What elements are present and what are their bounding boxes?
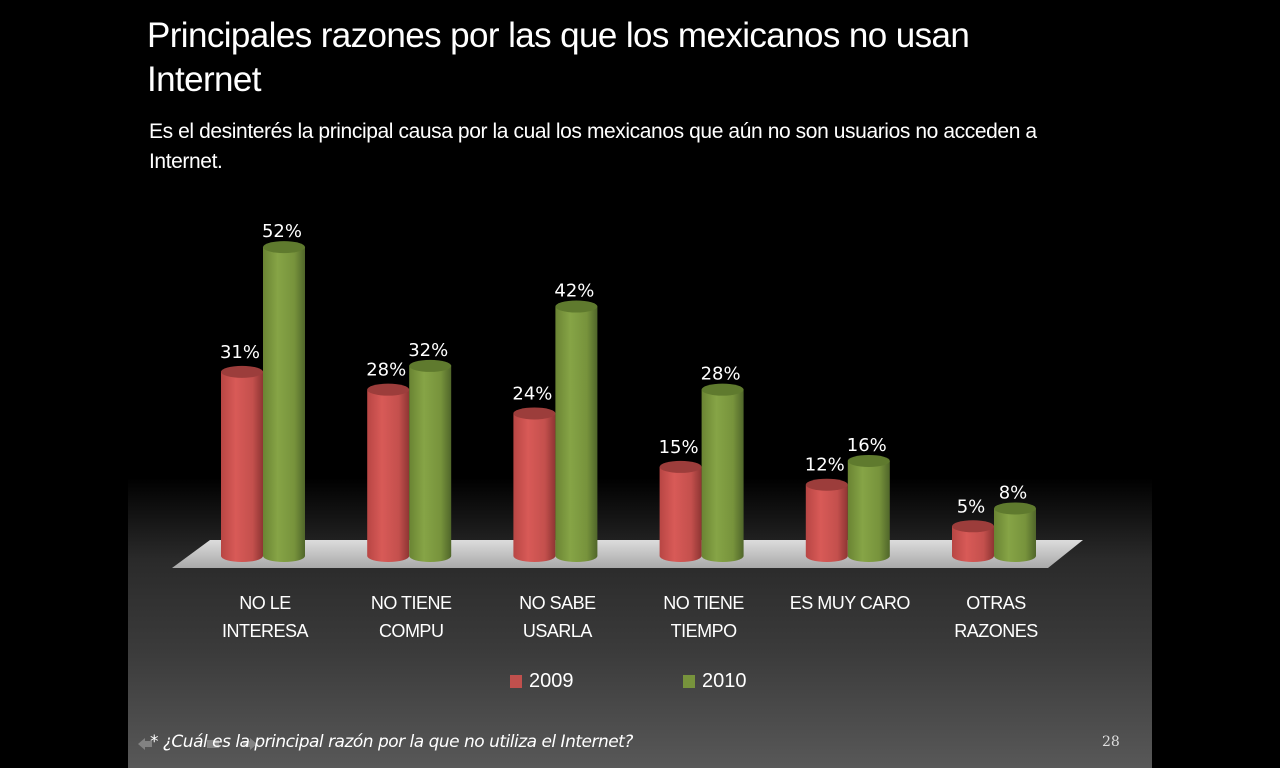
bar-body bbox=[263, 247, 305, 562]
category-label-line: NO LE bbox=[239, 593, 291, 613]
bar-2010-3 bbox=[701, 383, 744, 562]
footnote: * ¿Cuál es la principal razón por la que… bbox=[150, 732, 633, 752]
slide-title: Principales razones por las que los mexi… bbox=[147, 16, 970, 99]
legend-item-2010: 2010 bbox=[683, 670, 747, 693]
value-label-2009-2: 24% bbox=[512, 383, 552, 404]
category-label-line: ES MUY CARO bbox=[789, 593, 911, 613]
category-label: NO TIENE TIEMPO bbox=[634, 589, 774, 645]
category-label-line: TIEMPO bbox=[670, 621, 738, 641]
bar-body bbox=[555, 306, 598, 562]
page-number: 28 bbox=[1102, 734, 1120, 750]
bar-body bbox=[952, 526, 994, 562]
bar-top bbox=[263, 241, 305, 254]
value-label-2010-4: 16% bbox=[847, 435, 887, 456]
value-label-2009-3: 15% bbox=[659, 437, 699, 458]
category-label-line: USARLA bbox=[522, 621, 593, 641]
bar-top bbox=[952, 520, 994, 533]
category-label-line: NO TIENE bbox=[370, 593, 452, 613]
category-label-line: NO SABE bbox=[519, 593, 596, 613]
category-label-line: COMPU bbox=[378, 621, 444, 641]
value-label-2010-3: 28% bbox=[701, 364, 741, 385]
category-label: ES MUY CARO bbox=[780, 589, 920, 617]
bar-top bbox=[367, 383, 410, 396]
bar-2009-4 bbox=[805, 478, 848, 562]
value-label-2009-5: 5% bbox=[957, 496, 986, 517]
bar-2009-3 bbox=[659, 460, 702, 562]
bar-2010-2 bbox=[555, 300, 598, 562]
value-label-2010-0: 52% bbox=[262, 221, 302, 242]
value-label-2010-1: 32% bbox=[408, 340, 448, 361]
value-label-2010-2: 42% bbox=[554, 281, 594, 302]
next-slide-icon[interactable] bbox=[243, 738, 257, 750]
category-label-line: OTRAS bbox=[966, 593, 1026, 613]
bar-body bbox=[513, 413, 556, 562]
legend-swatch-2010 bbox=[683, 675, 695, 688]
bar-2009-5 bbox=[952, 520, 994, 562]
previous-slide-icon[interactable] bbox=[138, 738, 152, 750]
bar-2009-0 bbox=[221, 365, 263, 562]
bar-top bbox=[513, 407, 556, 420]
category-label: NO SABE USARLA bbox=[487, 589, 627, 645]
bar-top bbox=[701, 383, 744, 396]
category-label-line: RAZONES bbox=[954, 621, 1038, 641]
category-label-line: NO TIENE bbox=[663, 593, 744, 613]
bar-body bbox=[847, 460, 890, 562]
bar-2009-1 bbox=[367, 383, 410, 562]
bar-body bbox=[701, 389, 744, 562]
category-label: OTRAS RAZONES bbox=[926, 589, 1066, 645]
value-label-2009-0: 31% bbox=[220, 342, 260, 363]
bar-body bbox=[805, 484, 848, 562]
legend-swatch-2009 bbox=[510, 675, 522, 688]
bar-top bbox=[409, 359, 452, 372]
bar-top bbox=[659, 460, 702, 473]
category-label: NO TIENE COMPU bbox=[341, 589, 481, 645]
chart-floor bbox=[172, 540, 1083, 568]
legend-item-2009: 2009 bbox=[510, 670, 574, 693]
bar-2009-2 bbox=[513, 407, 556, 562]
slide-subtitle: Es el desinterés la principal causa por … bbox=[149, 120, 1037, 173]
category-label: NO LE INTERESA bbox=[195, 589, 335, 645]
bar-2010-5 bbox=[994, 502, 1036, 562]
value-label-2010-5: 8% bbox=[999, 482, 1028, 503]
value-label-2009-4: 12% bbox=[805, 455, 845, 476]
legend-label-2010: 2010 bbox=[702, 670, 747, 692]
bar-top bbox=[221, 365, 263, 378]
value-label-2009-1: 28% bbox=[366, 360, 406, 381]
bar-top bbox=[555, 300, 598, 313]
legend-label-2009: 2009 bbox=[529, 670, 574, 692]
bar-2010-0 bbox=[263, 241, 305, 562]
bar-top bbox=[994, 502, 1036, 515]
menu-icon[interactable] bbox=[206, 738, 220, 750]
bar-body bbox=[659, 466, 702, 562]
bar-top bbox=[805, 478, 848, 491]
bar-body bbox=[221, 371, 263, 562]
bar-body bbox=[409, 365, 452, 562]
bar-body bbox=[994, 508, 1036, 562]
bar-2010-1 bbox=[409, 359, 452, 562]
category-label-line: INTERESA bbox=[221, 621, 309, 641]
bar-top bbox=[847, 454, 890, 467]
bar-body bbox=[367, 389, 410, 562]
bar-2010-4 bbox=[847, 454, 890, 562]
